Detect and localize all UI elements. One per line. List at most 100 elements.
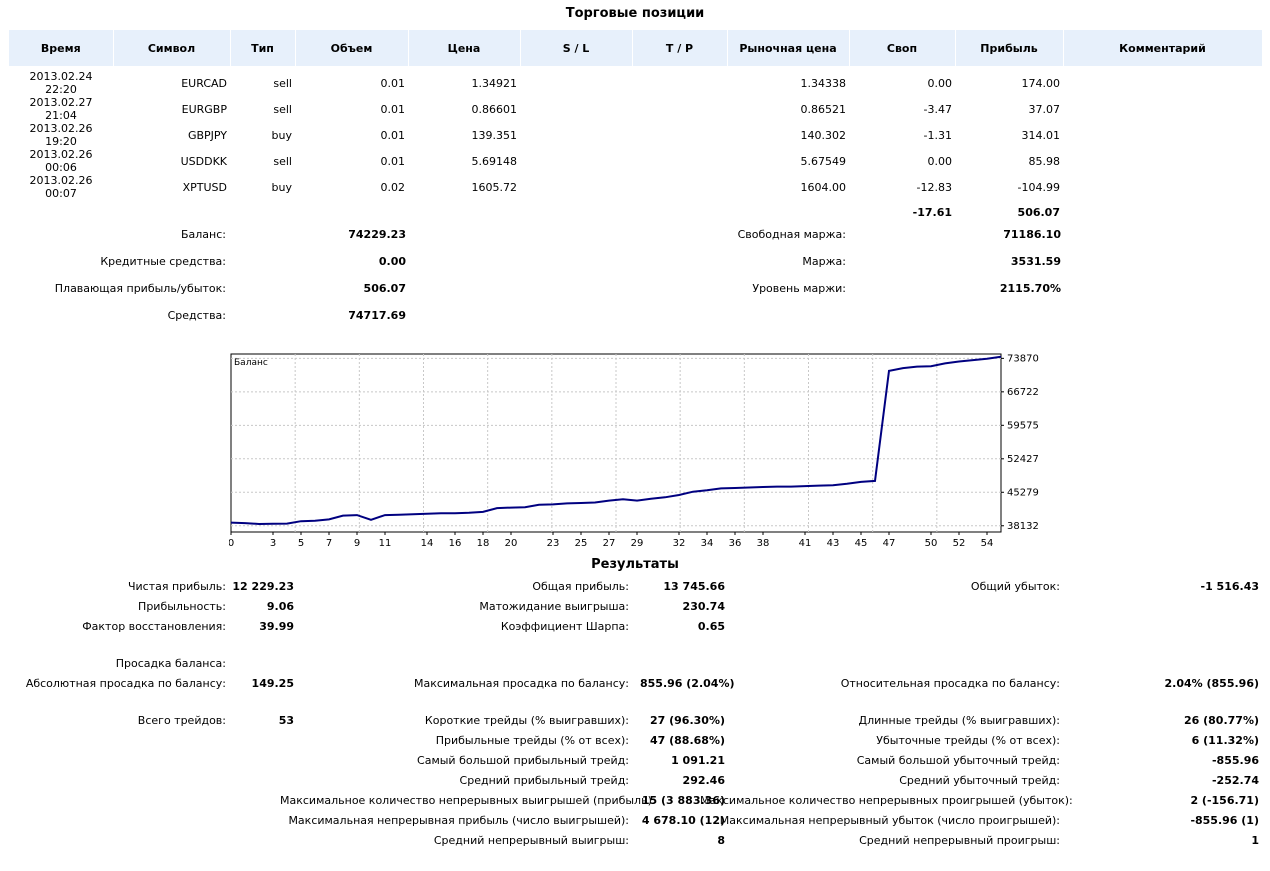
chart-x-tick-label: 41 <box>799 538 812 548</box>
margin-label: Маржа: <box>802 255 846 268</box>
total-trades-value: 53 <box>278 714 294 727</box>
cell-tp <box>632 148 727 174</box>
chart-y-tick-label: 59575 <box>1007 420 1039 431</box>
cell-sl <box>520 174 632 200</box>
table-row: 2013.02.27 21:04 EURGBP sell 0.01 0.86601 0.8… <box>9 96 1262 122</box>
max-dd-value: 855.96 (2.04%) <box>640 677 735 690</box>
cell-volume: 0.01 <box>380 154 406 168</box>
chart-x-tick-label: 52 <box>953 538 966 548</box>
avg-profit-value: 292.46 <box>682 774 725 787</box>
chart-x-tick-label: 36 <box>729 538 742 548</box>
total-empty-cell <box>520 200 632 224</box>
cell-time: 2013.02.26 19:20 <box>29 122 93 148</box>
cell-comment <box>1063 122 1262 148</box>
chart-y-tick-label: 66722 <box>1007 387 1039 398</box>
max-cons-losses-label: Максимальное количество непрерывных прои… <box>700 794 1073 807</box>
abs-dd-label: Абсолютная просадка по балансу: <box>25 677 226 690</box>
cell-symbol: XPTUSD <box>182 180 227 194</box>
chart-title: Баланс <box>234 358 268 368</box>
cell-volume: 0.01 <box>380 102 406 116</box>
cell-price: 139.351 <box>471 128 518 142</box>
avg-cons-wins-value: 8 <box>717 834 725 847</box>
chart-x-tick-label: 43 <box>827 538 840 548</box>
free-margin-value: 71186.10 <box>1003 228 1061 241</box>
cell-comment <box>1063 70 1262 96</box>
margin-value: 3531.59 <box>1010 255 1061 268</box>
total-empty-cell <box>727 200 849 224</box>
chart-x-tick-label: 7 <box>326 538 332 548</box>
equity-value: 74717.69 <box>348 309 406 322</box>
chart-y-tick-label: 45279 <box>1007 487 1039 498</box>
chart-y-tick-label: 38132 <box>1007 521 1039 532</box>
chart-x-tick-label: 27 <box>603 538 616 548</box>
cell-profit: 174.00 <box>1021 76 1061 90</box>
cell-price: 1605.72 <box>471 180 518 194</box>
table-row: 2013.02.24 22:20 EURCAD sell 0.01 1.34921 1.3… <box>9 70 1262 96</box>
cell-symbol: EURGBP <box>181 102 227 116</box>
chart-x-tick-label: 38 <box>757 538 770 548</box>
col-header-market-price: Рыночная цена <box>727 30 850 66</box>
largest-profit-value: 1 091.21 <box>671 754 725 767</box>
page-title: Торговые позиции <box>565 6 705 21</box>
avg-cons-wins-label: Средний непрерывный выигрыш: <box>433 834 629 847</box>
gross-profit-value: 13 745.66 <box>663 580 725 593</box>
cell-type: buy <box>271 180 292 194</box>
cell-time: 2013.02.24 22:20 <box>29 70 93 96</box>
max-cons-loss-value: -855.96 (1) <box>1190 814 1259 827</box>
chart-x-tick-label: 16 <box>449 538 462 548</box>
col-header-sl: S / L <box>520 30 633 66</box>
avg-loss-value: -252.74 <box>1211 774 1259 787</box>
net-profit-label: Чистая прибыль: <box>127 580 226 593</box>
max-cons-wins-label: Максимальное количество непрерывных выиг… <box>280 794 656 807</box>
rel-dd-label: Относительная просадка по балансу: <box>840 677 1060 690</box>
floating-value: 506.07 <box>363 282 406 295</box>
max-cons-wins-value: 15 (3 883.36) <box>641 794 725 807</box>
cell-volume: 0.01 <box>380 128 406 142</box>
avg-profit-label: Средний прибыльный трейд: <box>459 774 629 787</box>
recovery-label: Фактор восстановления: <box>82 620 226 633</box>
cell-volume: 0.01 <box>380 76 406 90</box>
short-label: Короткие трейды (% выигравших): <box>424 714 629 727</box>
results-title: Результаты <box>591 557 679 572</box>
col-header-volume: Объем <box>295 30 409 66</box>
sharpe-value: 0.65 <box>697 620 725 633</box>
chart-x-tick-label: 23 <box>547 538 560 548</box>
col-header-symbol: Символ <box>113 30 231 66</box>
avg-cons-losses-value: 1 <box>1251 834 1259 847</box>
credit-label: Кредитные средства: <box>100 255 226 268</box>
loss-trades-label: Убыточные трейды (% от всех): <box>876 734 1060 747</box>
balance-value: 74229.23 <box>348 228 406 241</box>
chart-x-tick-label: 32 <box>673 538 686 548</box>
cell-comment <box>1063 148 1262 174</box>
loss-trades-value: 6 (11.32%) <box>1191 734 1259 747</box>
cell-swap: 0.00 <box>927 76 953 90</box>
chart-y-tick-label: 73870 <box>1007 353 1039 364</box>
gross-loss-label: Общий убыток: <box>970 580 1060 593</box>
cell-tp <box>632 174 727 200</box>
margin-level-label: Уровень маржи: <box>752 282 846 295</box>
avg-loss-label: Средний убыточный трейд: <box>899 774 1060 787</box>
profit-factor-value: 9.06 <box>266 600 294 613</box>
total-empty-cell <box>9 200 113 224</box>
chart-x-tick-label: 45 <box>855 538 868 548</box>
largest-loss-value: -855.96 <box>1211 754 1259 767</box>
cell-market: 5.67549 <box>800 154 847 168</box>
cell-type: sell <box>273 76 292 90</box>
cell-market: 140.302 <box>800 128 847 142</box>
cell-swap: 0.00 <box>927 154 953 168</box>
cell-price: 1.34921 <box>471 76 518 90</box>
total-trades-label: Всего трейдов: <box>137 714 226 727</box>
chart-x-tick-label: 50 <box>925 538 938 548</box>
cell-volume: 0.02 <box>380 180 406 194</box>
cell-symbol: USDDKK <box>180 154 227 168</box>
positions-table: Время Символ Тип Объем Цена S / L T / P … <box>9 30 1263 224</box>
chart-x-tick-label: 25 <box>575 538 588 548</box>
max-cons-losses-value: 2 (-156.71) <box>1190 794 1259 807</box>
cell-swap: -3.47 <box>923 102 952 116</box>
cell-type: sell <box>273 154 292 168</box>
chart-x-tick-label: 14 <box>421 538 434 548</box>
chart-x-tick-label: 20 <box>505 538 518 548</box>
cell-tp <box>632 70 727 96</box>
chart-y-tick-label: 52427 <box>1007 454 1039 465</box>
largest-profit-label: Самый большой прибыльный трейд: <box>417 754 629 767</box>
